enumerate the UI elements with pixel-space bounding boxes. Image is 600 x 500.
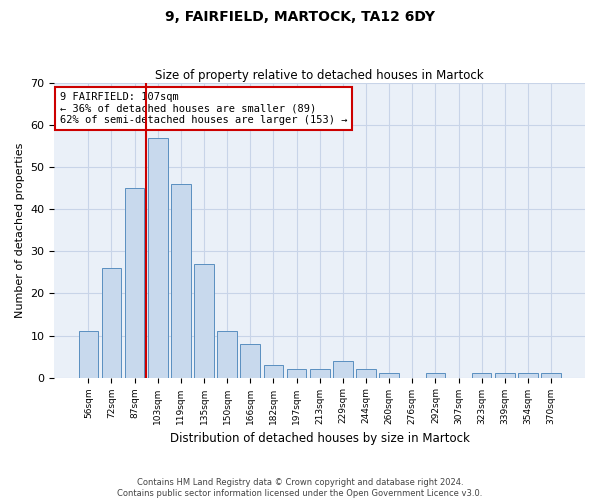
Bar	[287, 369, 307, 378]
Bar	[241, 344, 260, 378]
X-axis label: Distribution of detached houses by size in Martock: Distribution of detached houses by size …	[170, 432, 470, 445]
Bar	[356, 369, 376, 378]
Bar	[217, 332, 237, 378]
Title: Size of property relative to detached houses in Martock: Size of property relative to detached ho…	[155, 69, 484, 82]
Bar	[194, 264, 214, 378]
Bar	[101, 268, 121, 378]
Text: Contains HM Land Registry data © Crown copyright and database right 2024.
Contai: Contains HM Land Registry data © Crown c…	[118, 478, 482, 498]
Bar	[495, 374, 515, 378]
Bar	[541, 374, 561, 378]
Bar	[79, 332, 98, 378]
Bar	[333, 360, 353, 378]
Bar	[310, 369, 329, 378]
Bar	[425, 374, 445, 378]
Text: 9 FAIRFIELD: 107sqm
← 36% of detached houses are smaller (89)
62% of semi-detach: 9 FAIRFIELD: 107sqm ← 36% of detached ho…	[60, 92, 347, 125]
Bar	[125, 188, 145, 378]
Bar	[472, 374, 491, 378]
Bar	[263, 365, 283, 378]
Bar	[148, 138, 167, 378]
Text: 9, FAIRFIELD, MARTOCK, TA12 6DY: 9, FAIRFIELD, MARTOCK, TA12 6DY	[165, 10, 435, 24]
Bar	[379, 374, 399, 378]
Bar	[171, 184, 191, 378]
Bar	[518, 374, 538, 378]
Y-axis label: Number of detached properties: Number of detached properties	[15, 142, 25, 318]
